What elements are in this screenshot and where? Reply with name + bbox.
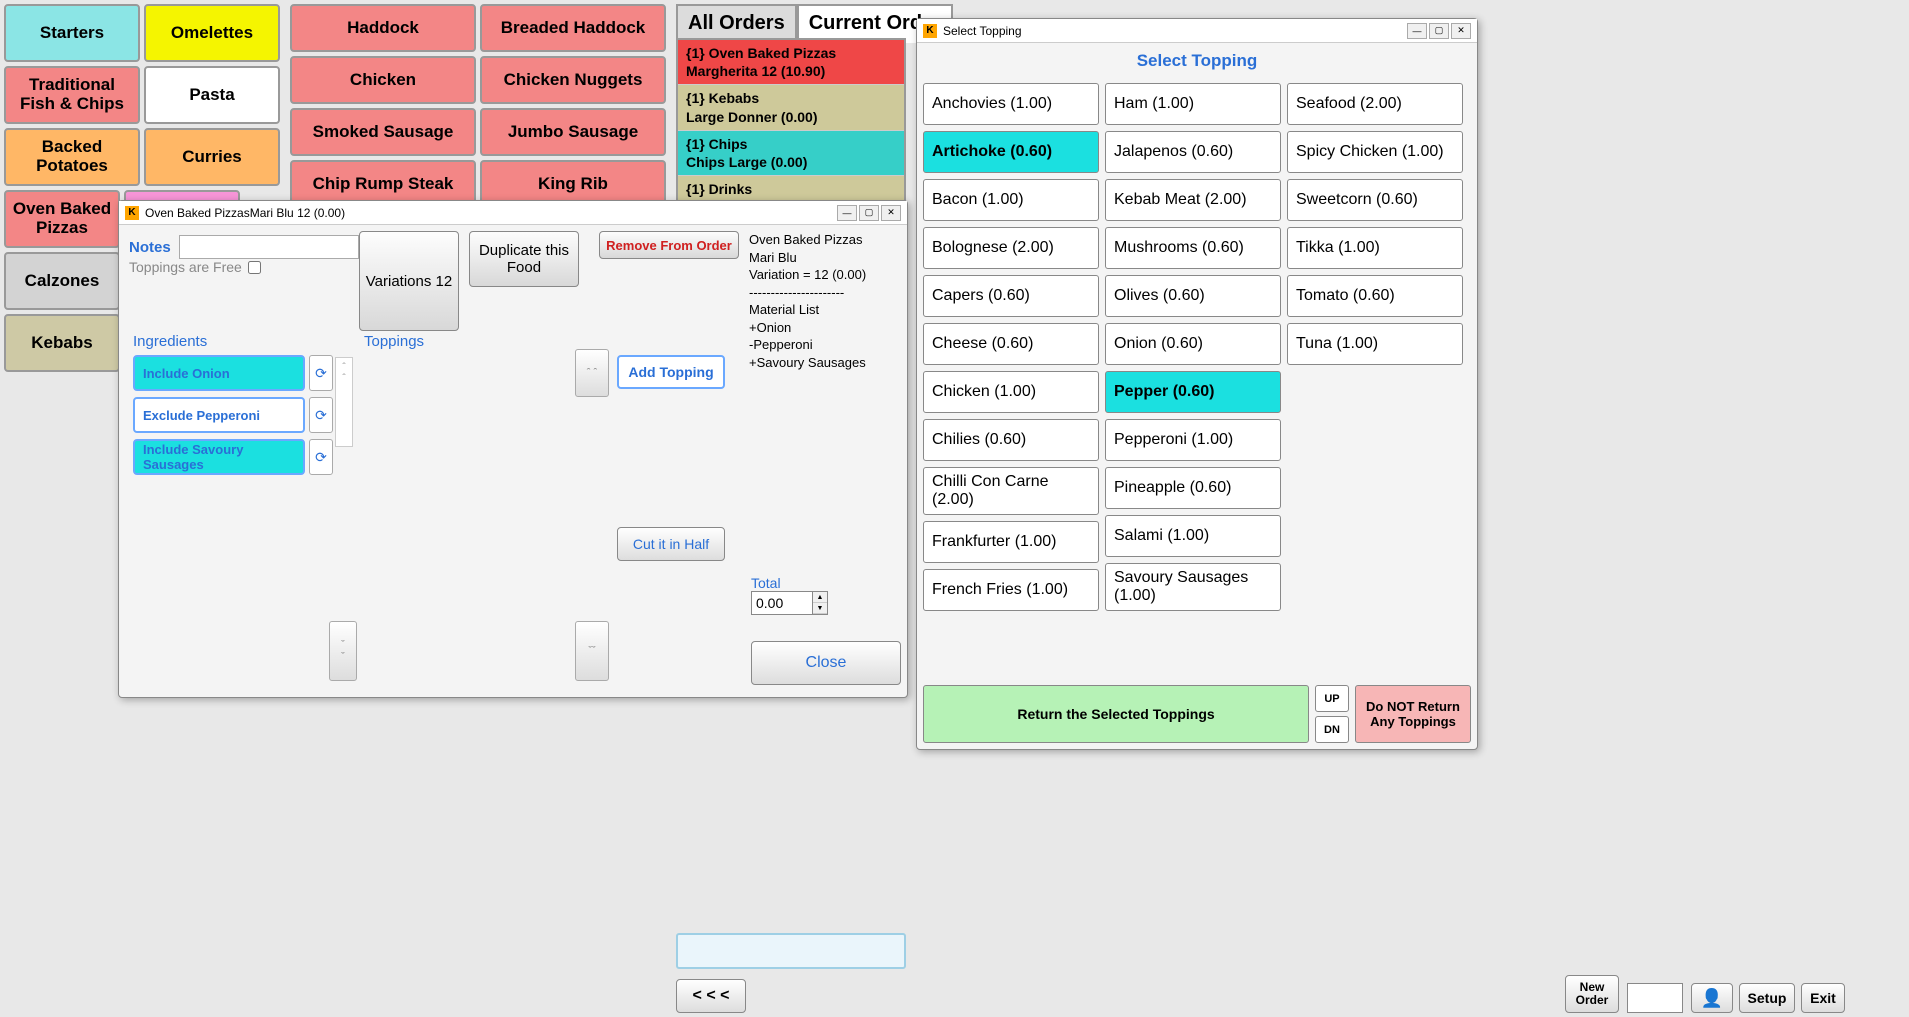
no-return-button[interactable]: Do NOT Return Any Toppings — [1355, 685, 1471, 743]
menu-item[interactable]: Jumbo Sausage — [480, 108, 666, 156]
topping-option[interactable]: Salami (1.00) — [1105, 515, 1281, 557]
category-pasta[interactable]: Pasta — [144, 66, 280, 124]
category-oven-baked-pizzas[interactable]: Oven Baked Pizzas — [4, 190, 120, 248]
toppings-free-checkbox[interactable] — [248, 261, 261, 274]
total-label: Total — [751, 575, 828, 591]
maximize-icon[interactable]: ▢ — [859, 205, 879, 221]
ingredients-scroll-down[interactable]: ˇˇ — [329, 621, 357, 681]
menu-item[interactable]: Chicken — [290, 56, 476, 104]
dialog-title: Oven Baked PizzasMari Blu 12 (0.00) — [145, 206, 345, 220]
category-omelettes[interactable]: Omelettes — [144, 4, 280, 62]
app-icon: K — [125, 206, 139, 220]
topping-option[interactable]: Mushrooms (0.60) — [1105, 227, 1281, 269]
refresh-icon[interactable]: ⟳ — [309, 439, 333, 475]
duplicate-button[interactable]: Duplicate this Food — [469, 231, 579, 287]
refresh-icon[interactable]: ⟳ — [309, 355, 333, 391]
minimize-icon[interactable]: — — [1407, 23, 1427, 39]
up-button[interactable]: UP — [1315, 685, 1349, 712]
topping-option[interactable]: Frankfurter (1.00) — [923, 521, 1099, 563]
category-kebabs[interactable]: Kebabs — [4, 314, 120, 372]
back-button[interactable]: < < < — [676, 979, 746, 1013]
return-toppings-button[interactable]: Return the Selected Toppings — [923, 685, 1309, 743]
topping-option[interactable]: Jalapenos (0.60) — [1105, 131, 1281, 173]
category-backed-potatoes[interactable]: Backed Potatoes — [4, 128, 140, 186]
close-button[interactable]: Close — [751, 641, 901, 685]
menu-item[interactable]: Breaded Haddock — [480, 4, 666, 52]
topping-option[interactable]: Artichoke (0.60) — [923, 131, 1099, 173]
down-button[interactable]: DN — [1315, 716, 1349, 743]
topping-option[interactable]: Kebab Meat (2.00) — [1105, 179, 1281, 221]
toppings-scroll-up[interactable]: ˆ ˆ — [575, 349, 609, 397]
ingredient-item[interactable]: Include Onion — [133, 355, 305, 391]
topping-option[interactable]: Pepper (0.60) — [1105, 371, 1281, 413]
topping-option[interactable]: Pepperoni (1.00) — [1105, 419, 1281, 461]
menu-item[interactable]: Smoked Sausage — [290, 108, 476, 156]
topping-option[interactable]: Tomato (0.60) — [1287, 275, 1463, 317]
order-footer-bar — [676, 933, 906, 969]
topping-option[interactable]: French Fries (1.00) — [923, 569, 1099, 611]
app-icon: K — [923, 24, 937, 38]
topping-dialog: K Select Topping — ▢ ✕ Select Topping An… — [916, 18, 1478, 750]
category-starters[interactable]: Starters — [4, 4, 140, 62]
topping-option[interactable]: Savoury Sausages (1.00) — [1105, 563, 1281, 611]
category-curries[interactable]: Curries — [144, 128, 280, 186]
toppings-free-label: Toppings are Free — [129, 259, 242, 275]
topping-option[interactable]: Chilli Con Carne (2.00) — [923, 467, 1099, 515]
topping-option[interactable]: Spicy Chicken (1.00) — [1287, 131, 1463, 173]
qty-input[interactable] — [1627, 983, 1683, 1013]
order-item[interactable]: {1} KebabsLarge Donner (0.00) — [678, 85, 904, 130]
order-item[interactable]: {1} Oven Baked PizzasMargherita 12 (10.9… — [678, 40, 904, 85]
order-item[interactable]: {1} ChipsChips Large (0.00) — [678, 131, 904, 176]
refresh-icon[interactable]: ⟳ — [309, 397, 333, 433]
topping-option[interactable]: Cheese (0.60) — [923, 323, 1099, 365]
close-icon[interactable]: ✕ — [881, 205, 901, 221]
total-up[interactable]: ▲ — [813, 592, 827, 603]
toppings-scroll-down[interactable]: ˇˇ — [575, 621, 609, 681]
topping-option[interactable]: Chicken (1.00) — [923, 371, 1099, 413]
notes-input[interactable] — [179, 235, 359, 259]
new-order-button[interactable]: New Order — [1565, 975, 1619, 1013]
close-icon[interactable]: ✕ — [1451, 23, 1471, 39]
topping-option[interactable]: Anchovies (1.00) — [923, 83, 1099, 125]
topping-option[interactable]: Tuna (1.00) — [1287, 323, 1463, 365]
minimize-icon[interactable]: — — [837, 205, 857, 221]
ingredients-scroll[interactable]: ˆˆ — [335, 357, 353, 447]
topping-dialog-title: Select Topping — [943, 24, 1022, 38]
ingredient-item[interactable]: Include Savoury Sausages — [133, 439, 305, 475]
topping-option[interactable]: Olives (0.60) — [1105, 275, 1281, 317]
ingredients-label: Ingredients — [133, 333, 207, 350]
variations-dialog: K Oven Baked PizzasMari Blu 12 (0.00) — … — [118, 200, 908, 698]
topping-option[interactable]: Ham (1.00) — [1105, 83, 1281, 125]
notes-label: Notes — [129, 239, 171, 256]
variations-button[interactable]: Variations 12 — [359, 231, 459, 331]
add-topping-button[interactable]: Add Topping — [617, 355, 725, 389]
topping-option[interactable]: Bolognese (2.00) — [923, 227, 1099, 269]
cut-half-button[interactable]: Cut it in Half — [617, 527, 725, 561]
category-traditional-fish-chips[interactable]: Traditional Fish & Chips — [4, 66, 140, 124]
menu-item[interactable]: Haddock — [290, 4, 476, 52]
topping-option[interactable]: Onion (0.60) — [1105, 323, 1281, 365]
total-input[interactable] — [751, 591, 813, 615]
ingredient-item[interactable]: Exclude Pepperoni — [133, 397, 305, 433]
topping-option[interactable]: Bacon (1.00) — [923, 179, 1099, 221]
exit-button[interactable]: Exit — [1801, 983, 1845, 1013]
topping-option[interactable]: Capers (0.60) — [923, 275, 1099, 317]
user-icon[interactable]: 👤 — [1691, 983, 1733, 1013]
menu-item[interactable]: Chicken Nuggets — [480, 56, 666, 104]
item-info-text: Oven Baked Pizzas Mari Blu Variation = 1… — [749, 231, 866, 371]
topping-option[interactable]: Seafood (2.00) — [1287, 83, 1463, 125]
topping-option[interactable]: Tikka (1.00) — [1287, 227, 1463, 269]
category-calzones[interactable]: Calzones — [4, 252, 120, 310]
remove-button[interactable]: Remove From Order — [599, 231, 739, 259]
total-down[interactable]: ▼ — [813, 603, 827, 614]
maximize-icon[interactable]: ▢ — [1429, 23, 1449, 39]
topping-option[interactable]: Sweetcorn (0.60) — [1287, 179, 1463, 221]
topping-option[interactable]: Pineapple (0.60) — [1105, 467, 1281, 509]
topping-option[interactable]: Chilies (0.60) — [923, 419, 1099, 461]
topping-header: Select Topping — [917, 43, 1477, 77]
setup-button[interactable]: Setup — [1739, 983, 1795, 1013]
toppings-label: Toppings — [364, 333, 424, 350]
